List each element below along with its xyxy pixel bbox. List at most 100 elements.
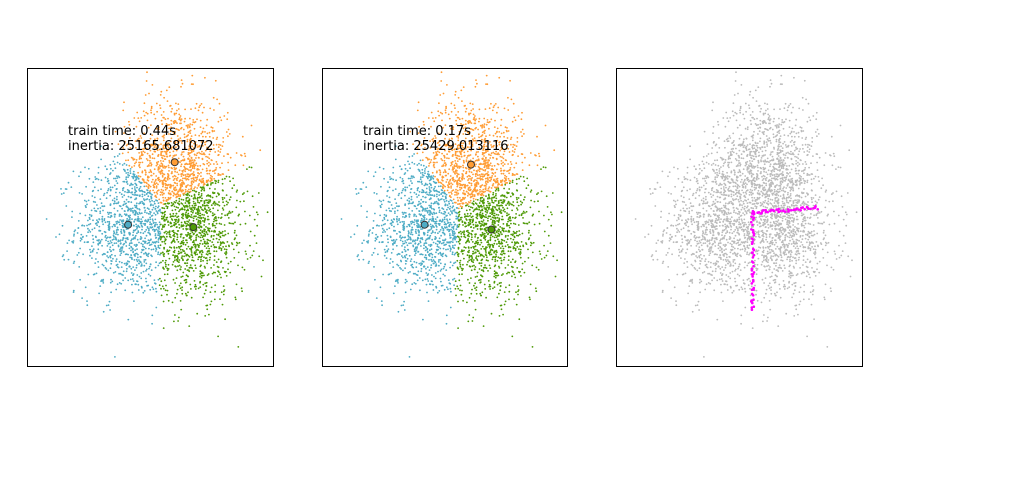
data-point — [151, 157, 154, 160]
data-point — [111, 244, 114, 247]
data-point — [395, 238, 398, 241]
data-point — [226, 118, 229, 121]
data-point — [159, 104, 161, 107]
data-point — [494, 171, 497, 174]
data-point — [147, 126, 150, 129]
data-point — [441, 179, 443, 181]
data-point — [521, 161, 524, 164]
data-point — [159, 223, 162, 226]
data-point — [227, 169, 230, 172]
data-point — [154, 223, 157, 226]
data-point — [400, 260, 403, 263]
data-point — [190, 235, 193, 238]
data-point — [173, 251, 176, 254]
data-point — [424, 191, 427, 194]
data-point — [199, 200, 202, 202]
data-point — [215, 246, 218, 249]
data-point — [514, 148, 516, 151]
data-point — [447, 241, 449, 244]
data-point — [199, 286, 202, 288]
data-point — [199, 104, 202, 107]
data-point — [153, 229, 156, 231]
data-point — [194, 186, 196, 189]
data-point — [190, 250, 193, 253]
data-point — [144, 219, 147, 222]
data-point — [233, 231, 236, 234]
data-point — [149, 233, 152, 236]
data-point — [193, 280, 196, 282]
data-point — [159, 208, 161, 211]
data-point — [188, 160, 191, 163]
data-point — [456, 196, 459, 199]
data-point — [244, 210, 246, 213]
data-point — [369, 229, 371, 232]
data-point — [435, 228, 438, 231]
data-point — [101, 220, 104, 223]
data-point — [190, 288, 192, 290]
data-point — [97, 166, 100, 169]
data-point — [430, 258, 433, 261]
data-point — [161, 176, 164, 178]
data-point — [141, 220, 144, 223]
data-point — [202, 296, 205, 299]
data-point — [136, 260, 139, 263]
data-point — [85, 235, 88, 237]
data-point — [162, 182, 165, 185]
data-point — [243, 200, 245, 203]
data-point — [492, 106, 495, 109]
data-point — [131, 183, 134, 186]
data-point — [97, 260, 99, 263]
data-point — [157, 128, 160, 131]
data-point — [459, 289, 461, 292]
data-point — [200, 216, 203, 219]
data-point — [382, 273, 384, 276]
data-point — [507, 96, 509, 99]
data-point — [109, 309, 111, 311]
data-point — [388, 196, 391, 199]
data-point — [148, 267, 150, 270]
data-point — [147, 183, 150, 186]
data-point — [437, 232, 439, 235]
data-point — [494, 189, 497, 192]
data-point — [421, 206, 424, 209]
data-point — [139, 166, 141, 169]
data-point — [170, 126, 173, 129]
data-point — [477, 128, 479, 131]
data-point — [157, 253, 159, 256]
data-point — [196, 165, 199, 167]
data-point — [407, 235, 410, 238]
data-point — [163, 215, 166, 218]
data-point — [441, 175, 444, 178]
data-point — [161, 251, 164, 254]
data-point — [211, 241, 214, 244]
data-point — [436, 154, 439, 156]
data-point — [113, 184, 116, 187]
data-point — [426, 157, 429, 160]
data-point — [196, 178, 198, 181]
data-point — [182, 192, 185, 195]
data-point — [200, 274, 203, 277]
data-point — [201, 220, 204, 222]
data-point — [473, 116, 476, 119]
data-point — [492, 193, 494, 196]
data-point — [152, 206, 155, 209]
data-point — [420, 198, 423, 201]
data-point — [450, 102, 453, 105]
data-point — [404, 260, 407, 262]
data-point — [159, 191, 162, 194]
data-point — [146, 212, 148, 214]
data-point — [454, 173, 456, 175]
data-point — [399, 165, 401, 168]
data-point — [177, 202, 179, 205]
data-point — [495, 157, 498, 160]
data-point — [401, 189, 404, 192]
data-point — [132, 231, 135, 234]
data-point — [180, 189, 183, 192]
data-point — [417, 225, 420, 228]
data-point — [99, 285, 102, 287]
data-point — [132, 266, 135, 268]
data-point — [429, 197, 432, 200]
data-point — [478, 117, 481, 120]
data-point — [479, 190, 481, 193]
data-point — [445, 197, 447, 200]
